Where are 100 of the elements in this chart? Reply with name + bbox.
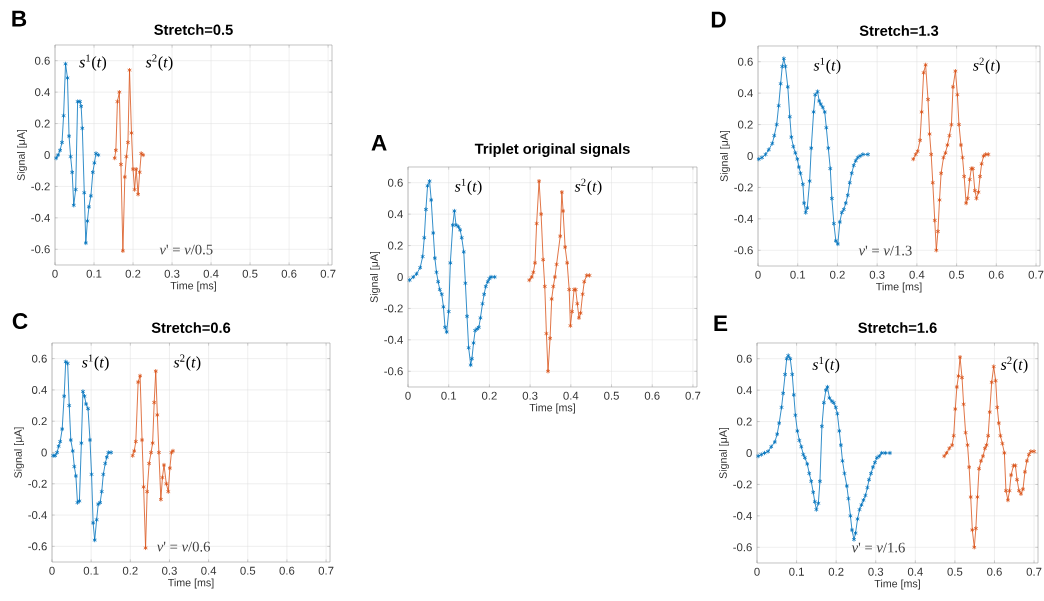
annotation: v' = v/0.5 bbox=[159, 244, 213, 255]
y-tick-label: 0.6 bbox=[387, 178, 403, 187]
point bbox=[847, 180, 852, 186]
point bbox=[950, 84, 956, 90]
point bbox=[776, 103, 781, 109]
point bbox=[1000, 441, 1005, 447]
point bbox=[826, 145, 831, 151]
point bbox=[118, 161, 124, 167]
point bbox=[841, 206, 847, 212]
y-tick-label: 0 bbox=[44, 150, 50, 159]
point bbox=[975, 494, 980, 500]
point bbox=[956, 122, 962, 128]
point bbox=[99, 489, 104, 495]
point bbox=[1026, 452, 1032, 458]
point bbox=[552, 274, 558, 280]
point bbox=[127, 67, 132, 73]
y-tick-label: 0.2 bbox=[737, 120, 753, 129]
point bbox=[540, 257, 546, 263]
point bbox=[796, 164, 802, 170]
point bbox=[1008, 472, 1014, 478]
point bbox=[428, 197, 434, 203]
point bbox=[57, 147, 63, 153]
point bbox=[77, 99, 83, 105]
point bbox=[787, 114, 793, 120]
y-tick-label: 0 bbox=[747, 151, 753, 160]
x-tick-label: 0.1 bbox=[789, 567, 804, 576]
point bbox=[915, 148, 920, 154]
series-label: s$^{2}$(t) bbox=[574, 178, 602, 195]
point bbox=[432, 255, 438, 261]
x-tick-label: 0.4 bbox=[201, 566, 217, 575]
point bbox=[87, 437, 93, 443]
point bbox=[564, 260, 570, 266]
point bbox=[798, 170, 803, 176]
x-tick-label: 0 bbox=[754, 567, 760, 576]
point bbox=[446, 309, 451, 315]
point bbox=[135, 379, 141, 385]
point bbox=[851, 162, 856, 168]
point bbox=[833, 238, 839, 244]
point bbox=[963, 200, 969, 206]
chart-title: Stretch=0.5 bbox=[154, 24, 233, 35]
y-tick-label: -0.6 bbox=[384, 367, 403, 376]
point bbox=[580, 291, 585, 297]
point bbox=[554, 261, 559, 267]
point bbox=[547, 335, 553, 341]
point bbox=[139, 437, 145, 443]
series-label: s$^{1}$(t) bbox=[813, 57, 841, 74]
x-tick-label: 0.4 bbox=[203, 269, 219, 278]
y-tick-label: -0.2 bbox=[28, 479, 47, 488]
point bbox=[1018, 491, 1024, 497]
point bbox=[1022, 469, 1028, 475]
point bbox=[978, 458, 984, 464]
point bbox=[420, 254, 425, 260]
point bbox=[576, 315, 582, 321]
point bbox=[90, 169, 96, 175]
point bbox=[452, 208, 457, 214]
point bbox=[448, 260, 453, 266]
x-tick-label: 0.5 bbox=[604, 391, 619, 400]
point bbox=[437, 287, 443, 293]
point bbox=[766, 147, 771, 153]
y-tick-label: 0.4 bbox=[31, 385, 47, 394]
y-tick-label: 0.2 bbox=[387, 241, 403, 250]
point bbox=[575, 301, 580, 307]
point bbox=[146, 460, 152, 466]
y-tick-label: -0.4 bbox=[734, 214, 753, 223]
point bbox=[843, 200, 849, 206]
point bbox=[795, 156, 800, 162]
point bbox=[812, 92, 818, 98]
point bbox=[434, 269, 439, 275]
annotation: v' = v/1.3 bbox=[858, 245, 912, 256]
point bbox=[781, 56, 787, 62]
point bbox=[150, 440, 155, 446]
point bbox=[998, 433, 1003, 439]
point bbox=[124, 154, 129, 160]
point bbox=[860, 151, 866, 157]
text: C bbox=[12, 313, 28, 330]
point bbox=[471, 340, 476, 346]
point bbox=[166, 489, 171, 495]
point bbox=[995, 404, 1000, 410]
point bbox=[82, 190, 87, 196]
point bbox=[989, 379, 994, 385]
y-axis-title: Signal [μA] bbox=[370, 251, 380, 303]
point bbox=[480, 301, 485, 307]
point bbox=[1014, 477, 1020, 483]
x-tick-label: 0.2 bbox=[122, 566, 138, 575]
y-axis-title: Signal [μA] bbox=[720, 130, 730, 182]
point bbox=[534, 221, 539, 227]
y-tick-label: -0.4 bbox=[733, 511, 752, 520]
point bbox=[125, 139, 131, 145]
y-tick-label: 0.4 bbox=[34, 88, 50, 97]
series-label: s$^{2}$(t) bbox=[145, 54, 173, 71]
point bbox=[582, 279, 587, 285]
point bbox=[435, 279, 441, 285]
point bbox=[133, 166, 139, 172]
point bbox=[774, 122, 779, 128]
point bbox=[778, 81, 783, 87]
point bbox=[161, 462, 167, 468]
point bbox=[131, 448, 137, 454]
y-tick-label: -0.4 bbox=[384, 335, 403, 344]
point bbox=[935, 228, 941, 234]
text: E bbox=[714, 315, 728, 331]
